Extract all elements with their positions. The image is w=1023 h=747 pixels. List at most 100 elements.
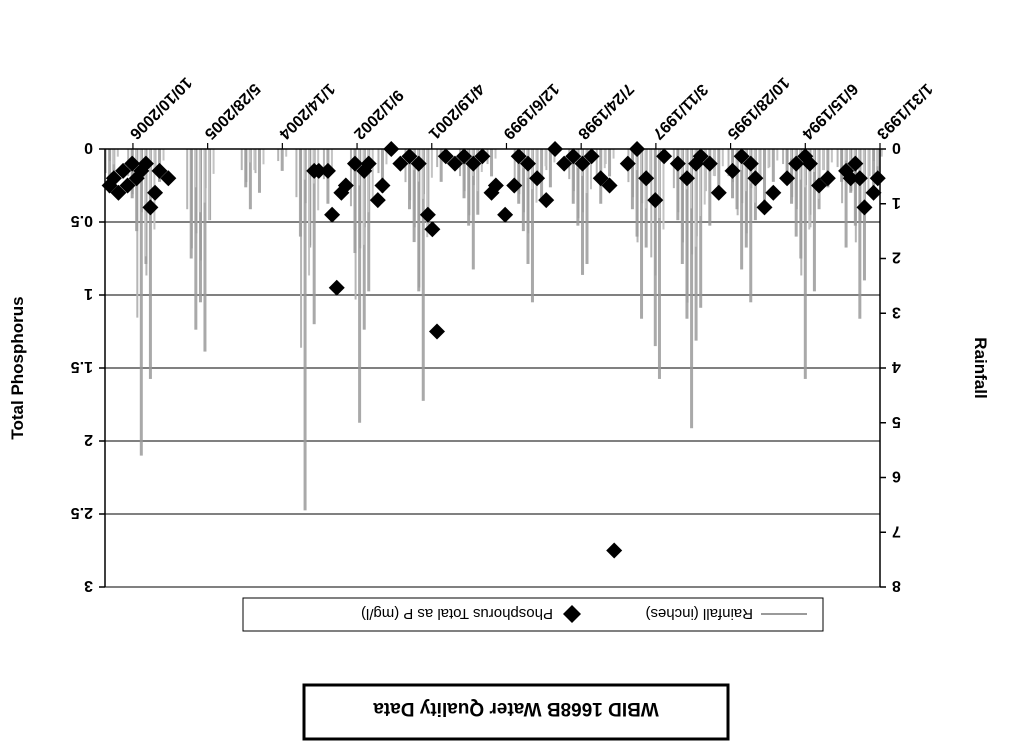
rainfall-bar [662,149,665,230]
rainfall-bar [521,149,525,232]
rainfall-bar [257,149,261,193]
rainfall-bar [785,149,789,177]
left-tick-label: 3 [892,303,901,320]
rainfall-bar [308,149,311,276]
rainfall-bar [717,149,721,199]
rainfall-bar [721,149,724,167]
phosphorus-point [319,162,336,179]
rainfall-bar [771,149,775,182]
rainfall-bar [767,149,770,169]
rainfall-bar [880,149,883,157]
rainfall-bar [858,149,862,319]
phosphorus-point [656,148,673,165]
phosphorus-point [811,177,828,194]
rainfall-bar [295,149,298,198]
phosphorus-point [142,199,159,216]
phosphorus-point [392,155,409,172]
rainfall-bar [136,149,139,318]
rainfall-bar [708,149,712,226]
title-frame [302,683,730,741]
rainfall-bar [585,149,588,194]
rainfall-bar [694,149,697,247]
rainfall-bar [690,149,694,429]
phosphorus-point [851,170,868,187]
rainfall-bar [349,149,352,207]
right-tick-label: 2 [84,431,93,448]
right-tick-label: 0 [84,139,93,156]
rainfall-bar [194,149,197,188]
rainfall-bar [203,149,207,352]
rainfall-bar [657,149,661,379]
phosphorus-point [328,279,345,296]
rainfall-bar [544,149,547,167]
phosphorus-point [128,170,145,187]
legend: Rainfall (inches) Phosphorus Total as P … [242,597,824,632]
rainfall-bar [244,149,248,188]
rainfall-bar [377,149,380,174]
rainfall-bar [358,149,362,423]
rainfall-bar [421,149,425,401]
rainfall-bar [603,149,606,169]
phosphorus-point [619,155,636,172]
phosphorus-point [733,148,750,165]
rainfall-bar [280,149,284,171]
rainfall-bar [207,149,210,220]
rainfall-bar [421,149,424,199]
phosphorus-point [333,184,350,201]
phosphorus-point [647,192,664,209]
rainfall-bar [198,149,202,303]
rainfall-bar [868,149,871,177]
right-axis-title: Total Phosphorus [8,296,27,439]
left-tick-label: 8 [892,577,901,594]
left-tick-label: 1 [892,194,901,211]
rainfall-bar [640,149,644,319]
rainfall-bar [367,149,371,292]
rainfall-bar [872,149,876,199]
phosphorus-point [428,323,445,340]
right-tick-label: 3 [84,577,93,594]
rainfall-bar [699,149,702,217]
phosphorus-point [437,148,454,165]
phosphorus-point [688,155,705,172]
phosphorus-point [419,206,436,223]
rainfall-bar [144,149,147,257]
rainfall-bar [253,149,256,171]
rainfall-bar [808,149,811,230]
phosphorus-point [446,155,463,172]
phosphorus-point [124,155,141,172]
rainfall-bar [853,149,857,226]
phosphorus-point [160,170,177,187]
rainfall-bar [822,149,825,171]
rainfall-bar [735,149,739,210]
phosphorus-point [574,155,591,172]
rainfall-bar [148,149,152,379]
rainfall-bar [353,149,357,254]
rainfall-bar [462,149,466,199]
rainfall-bar [385,149,388,165]
phosphorus-point [510,148,527,165]
phosphorus-point [538,192,555,209]
rainfall-bar [782,149,785,165]
legend-box [242,597,824,632]
rainfall-bar [876,149,879,167]
rainfall-bar [303,149,306,180]
rainfall-bar [817,149,820,199]
phosphorus-point [756,199,773,216]
phosphorus-point [592,170,609,187]
rainfall-bar [676,149,680,221]
phosphorus-point [701,155,718,172]
rainfall-bar [412,149,416,243]
rainfall-bar [867,149,870,195]
phosphorus-point [346,155,363,172]
phosphorus-point [819,170,836,187]
rainfall-bar [790,149,793,159]
rainfall-bar [635,149,638,171]
rainfall-bar [844,149,847,161]
legend-phosphorus-swatch [563,605,581,623]
rainfall-bar [139,149,143,456]
rainfall-bar [680,149,684,264]
chart-title: WBID 1668B Water Quality Data [373,698,659,719]
rainfall-bar [154,149,157,168]
